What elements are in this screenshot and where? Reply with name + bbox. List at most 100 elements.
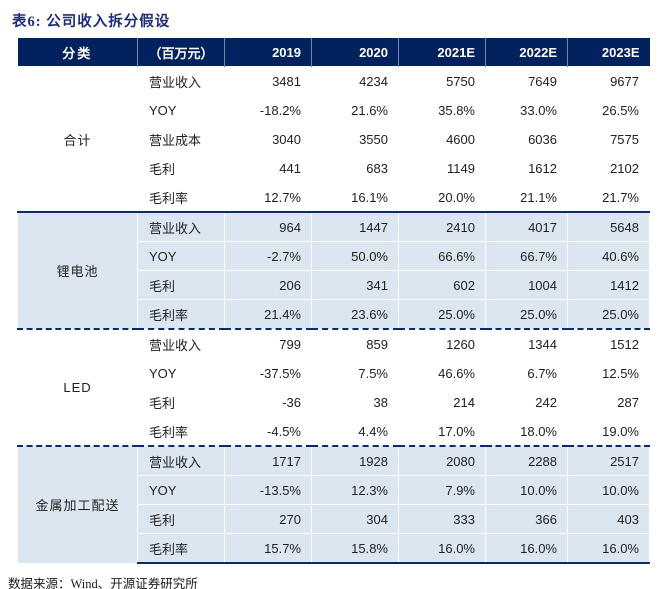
value-cell: -37.5% (224, 358, 312, 388)
table-row: 毛利 -36 38 214 242 287 (18, 387, 650, 417)
value-cell: 1412 (567, 270, 650, 300)
value-cell: 33.0% (485, 95, 568, 125)
value-cell: 1512 (567, 328, 650, 359)
value-cell: 1004 (485, 270, 568, 300)
value-cell: 366 (485, 504, 568, 534)
value-cell: -2.7% (224, 241, 312, 271)
value-cell: 46.6% (398, 358, 486, 388)
table-row: 毛利率 -4.5% 4.4% 17.0% 18.0% 19.0% (18, 416, 650, 447)
value-cell: 25.0% (398, 299, 486, 330)
value-cell: 15.7% (224, 533, 312, 564)
category-cell: 锂电池 (17, 211, 138, 330)
category-cell: LED (17, 328, 138, 447)
value-cell: 1260 (398, 328, 486, 359)
value-cell: -13.5% (224, 475, 312, 505)
value-cell: 333 (398, 504, 486, 534)
value-cell: 38 (311, 387, 399, 417)
value-cell: 1928 (311, 445, 399, 476)
value-cell: 16.0% (567, 533, 650, 564)
value-cell: 2517 (567, 445, 650, 476)
value-cell: -4.5% (224, 416, 312, 447)
row-label: 营业收入 (137, 445, 225, 476)
data-source: 数据来源：Wind、开源证券研究所 (8, 577, 198, 589)
table-row: 毛利 441 683 1149 1612 2102 (18, 153, 650, 183)
value-cell: 4234 (311, 66, 399, 96)
value-cell: 21.7% (567, 182, 650, 213)
row-label: 毛利 (137, 504, 225, 534)
category-cell: 金属加工配送 (17, 445, 138, 564)
row-label: 毛利率 (137, 416, 225, 447)
column-header-year: 2019 (224, 38, 312, 67)
table-row: 毛利 206 341 602 1004 1412 (18, 270, 650, 300)
report-page: 表6: 公司收入拆分假设 分类 （百万元） 2019 2020 2021E 2022E 20… (0, 10, 666, 589)
value-cell: 206 (224, 270, 312, 300)
value-cell: 859 (311, 328, 399, 359)
value-cell: 10.0% (567, 475, 650, 505)
row-label: 营业成本 (137, 124, 225, 154)
row-label: 毛利率 (137, 299, 225, 330)
row-label: 毛利 (137, 387, 225, 417)
value-cell: 1717 (224, 445, 312, 476)
value-cell: 10.0% (485, 475, 568, 505)
value-cell: 17.0% (398, 416, 486, 447)
column-header-year: 2023E (567, 38, 650, 67)
value-cell: 1447 (311, 211, 399, 242)
value-cell: 1344 (485, 328, 568, 359)
value-cell: 15.8% (311, 533, 399, 564)
row-label: 营业收入 (137, 328, 225, 359)
value-cell: 25.0% (567, 299, 650, 330)
table-body: 合计 营业收入 3481 4234 5750 7649 9677 YOY -18.2% 21.6%… (17, 66, 650, 564)
value-cell: 2410 (398, 211, 486, 242)
table-title: 表6: 公司收入拆分假设 (12, 14, 171, 30)
value-cell: 12.7% (224, 182, 312, 213)
value-cell: 7.9% (398, 475, 486, 505)
row-label: 营业收入 (137, 66, 225, 96)
table-row: YOY -2.7% 50.0% 66.6% 66.7% 40.6% (18, 241, 650, 271)
value-cell: 2288 (485, 445, 568, 476)
value-cell: 964 (224, 211, 312, 242)
value-cell: 40.6% (567, 241, 650, 271)
table-row: YOY -18.2% 21.6% 35.8% 33.0% 26.5% (18, 95, 650, 125)
value-cell: 18.0% (485, 416, 568, 447)
value-cell: 21.1% (485, 182, 568, 213)
value-cell: -36 (224, 387, 312, 417)
value-cell: 270 (224, 504, 312, 534)
value-cell: 9677 (567, 66, 650, 96)
value-cell: 5648 (567, 211, 650, 242)
value-cell: 7.5% (311, 358, 399, 388)
value-cell: 35.8% (398, 95, 486, 125)
value-cell: 7575 (567, 124, 650, 154)
value-cell: 304 (311, 504, 399, 534)
value-cell: 16.0% (398, 533, 486, 564)
value-cell: 403 (567, 504, 650, 534)
value-cell: 66.6% (398, 241, 486, 271)
value-cell: 242 (485, 387, 568, 417)
value-cell: 6036 (485, 124, 568, 154)
value-cell: -18.2% (224, 95, 312, 125)
table-row: 毛利率 12.7% 16.1% 20.0% 21.1% 21.7% (18, 182, 650, 213)
table-row: YOY -13.5% 12.3% 7.9% 10.0% 10.0% (18, 475, 650, 505)
value-cell: 50.0% (311, 241, 399, 271)
row-label: 毛利率 (137, 182, 225, 213)
value-cell: 3481 (224, 66, 312, 96)
value-cell: 341 (311, 270, 399, 300)
value-cell: 26.5% (567, 95, 650, 125)
value-cell: 4600 (398, 124, 486, 154)
row-label: 毛利率 (137, 533, 225, 564)
value-cell: 683 (311, 153, 399, 183)
row-label: YOY (137, 358, 225, 388)
row-label: YOY (137, 241, 225, 271)
value-cell: 3040 (224, 124, 312, 154)
value-cell: 3550 (311, 124, 399, 154)
value-cell: 2080 (398, 445, 486, 476)
value-cell: 214 (398, 387, 486, 417)
category-cell: 合计 (17, 66, 138, 213)
table-row: 金属加工配送 营业收入 1717 1928 2080 2288 2517 (17, 445, 650, 564)
column-header-category: 分类 (17, 38, 138, 67)
column-header-year: 2022E (485, 38, 568, 67)
value-cell: 66.7% (485, 241, 568, 271)
value-cell: 25.0% (485, 299, 568, 330)
table-row: 合计 营业收入 3481 4234 5750 7649 9677 (17, 66, 650, 213)
value-cell: 2102 (567, 153, 650, 183)
value-cell: 21.6% (311, 95, 399, 125)
